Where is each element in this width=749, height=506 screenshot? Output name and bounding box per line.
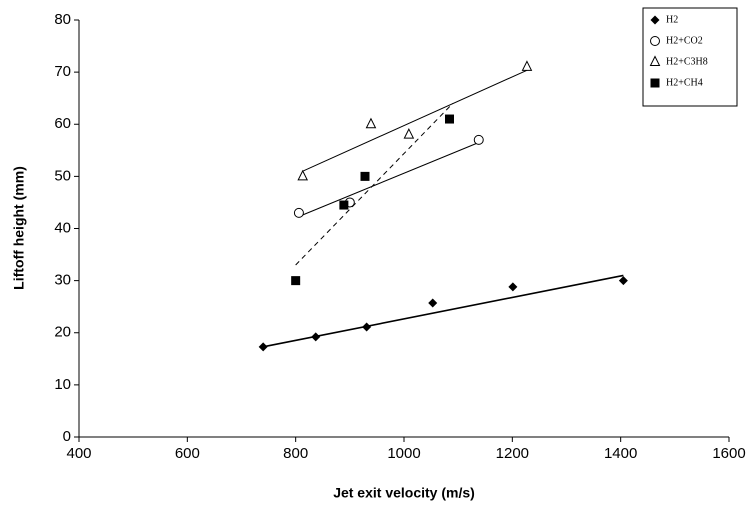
legend-box (642, 7, 738, 107)
trend-line (298, 142, 479, 217)
point (311, 332, 321, 342)
point (403, 128, 415, 139)
y-tick-label: 20 (54, 324, 71, 341)
y-tick-label: 0 (63, 428, 71, 445)
point (521, 60, 533, 71)
y-tick-label: 50 (54, 167, 71, 184)
point (360, 171, 370, 181)
point (473, 134, 484, 145)
point (508, 282, 518, 292)
point (339, 200, 349, 210)
x-tick-label: 800 (283, 445, 308, 462)
legend-label: H2+CH4 (666, 77, 703, 88)
y-tick-label: 40 (54, 219, 71, 236)
legend-marker (649, 55, 661, 66)
trend-line (302, 69, 529, 172)
point (445, 114, 454, 124)
legend-marker (650, 78, 660, 88)
point (365, 117, 377, 129)
point (293, 207, 304, 218)
legend-label: H2+C3H8 (666, 56, 708, 67)
legend-label: H2+CO2 (666, 35, 703, 46)
point (362, 322, 372, 332)
x-tick-label: 1400 (604, 445, 637, 462)
x-axis-title: Jet exit velocity (m/s) (333, 485, 475, 501)
point (258, 342, 268, 352)
x-tick-label: 1000 (387, 445, 420, 462)
point (618, 276, 628, 286)
x-tick-label: 400 (66, 445, 91, 462)
x-tick-label: 1200 (496, 445, 529, 462)
y-tick-label: 30 (54, 272, 71, 289)
y-tick-label: 80 (54, 11, 71, 28)
legend-label: H2 (666, 14, 678, 25)
y-tick-label: 70 (54, 63, 71, 80)
x-tick-label: 1600 (712, 445, 745, 462)
y-tick-label: 60 (54, 115, 71, 132)
point (428, 298, 438, 308)
y-tick-label: 10 (54, 376, 71, 393)
y-axis-title: Liftoff height (mm) (11, 166, 27, 290)
legend-marker (650, 36, 660, 46)
point (297, 169, 309, 181)
trend-line (263, 274, 624, 348)
x-tick-label: 600 (175, 445, 200, 462)
trend-line (295, 103, 454, 266)
legend-marker (650, 15, 660, 25)
point (291, 276, 301, 286)
